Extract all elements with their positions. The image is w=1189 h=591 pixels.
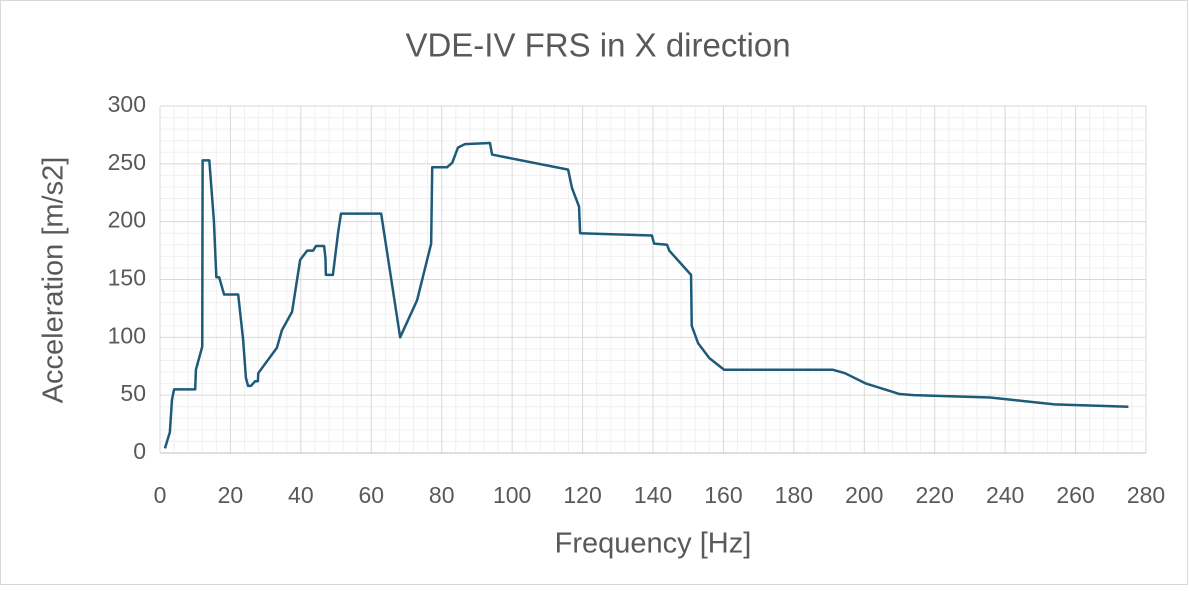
x-tick-label: 60 — [358, 482, 384, 508]
y-tick-label: 150 — [108, 265, 146, 291]
x-tick-label: 280 — [1127, 482, 1165, 508]
y-tick-label: 300 — [108, 91, 146, 117]
x-tick-label: 160 — [704, 482, 742, 508]
chart-title: VDE-IV FRS in X direction — [405, 27, 790, 64]
y-tick-label: 100 — [108, 322, 146, 348]
x-tick-label: 240 — [986, 482, 1024, 508]
x-tick-label: 100 — [493, 482, 531, 508]
x-tick-label: 120 — [563, 482, 601, 508]
x-tick-label: 180 — [775, 482, 813, 508]
x-tick-label: 80 — [429, 482, 455, 508]
x-tick-label: 20 — [218, 482, 244, 508]
x-tick-label: 40 — [288, 482, 314, 508]
x-tick-label: 140 — [634, 482, 672, 508]
y-tick-label: 200 — [108, 207, 146, 233]
y-tick-label: 50 — [120, 380, 146, 406]
x-tick-label: 260 — [1056, 482, 1094, 508]
x-tick-label: 200 — [845, 482, 883, 508]
line-series — [163, 141, 1129, 449]
y-axis-label: Acceleration [m/s2] — [38, 157, 70, 404]
y-tick-label: 250 — [108, 149, 146, 175]
y-tick-label: 0 — [133, 438, 146, 464]
x-tick-label: 0 — [154, 482, 167, 508]
x-tick-label: 220 — [916, 482, 954, 508]
x-axis-label: Frequency [Hz] — [555, 528, 752, 560]
